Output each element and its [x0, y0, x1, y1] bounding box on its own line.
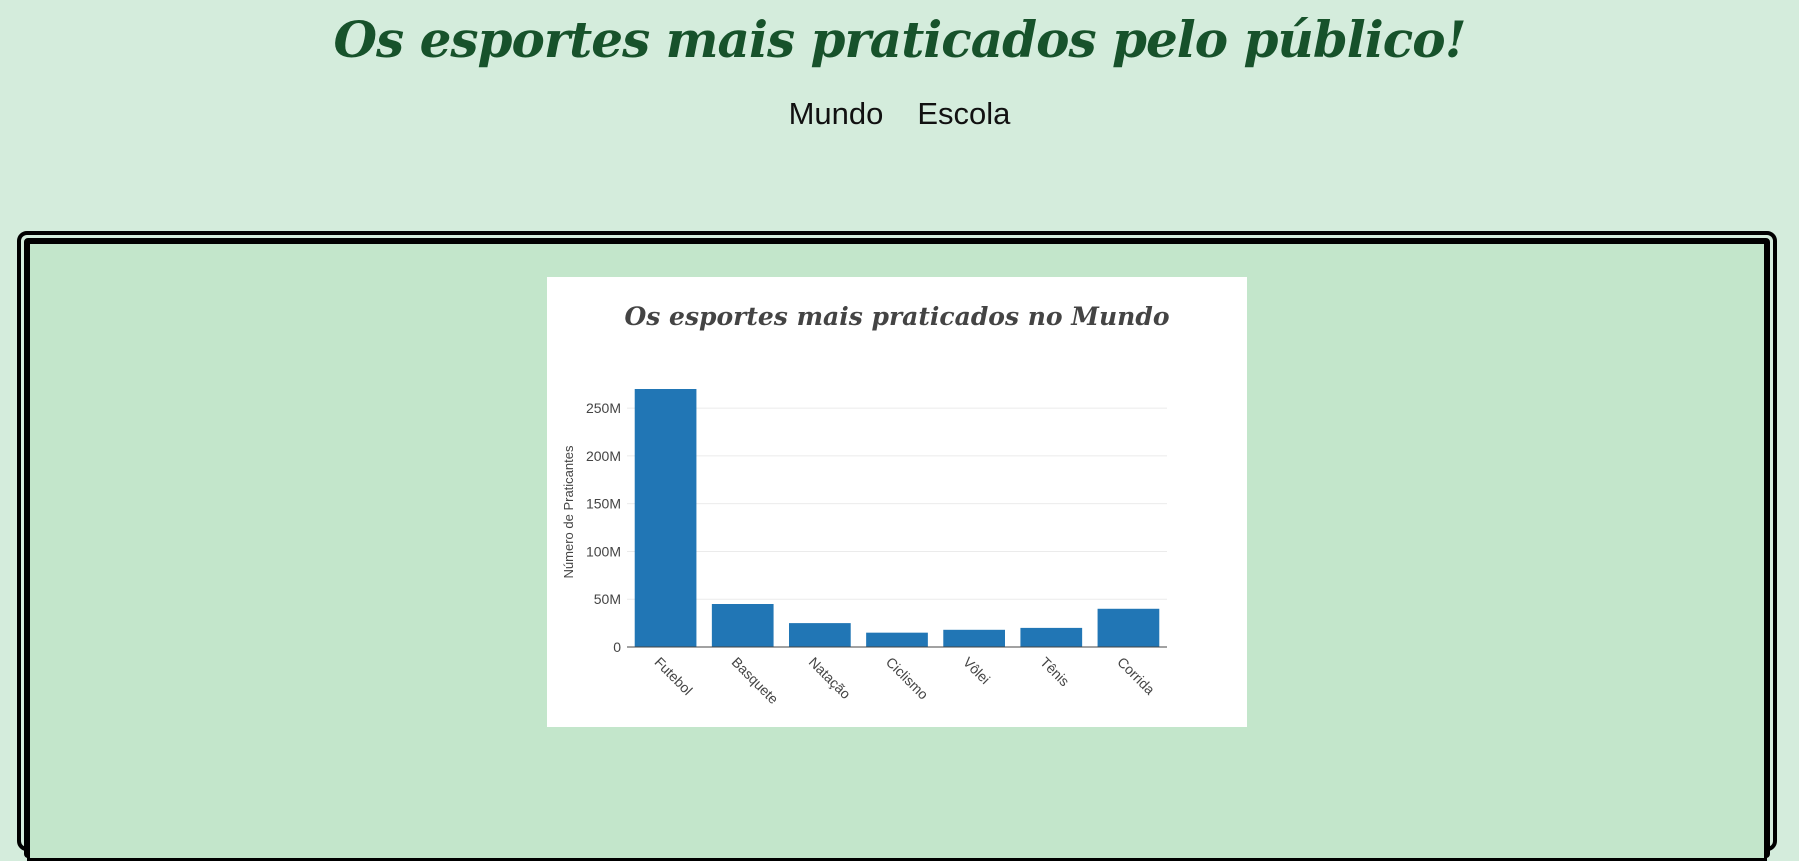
bar-futebol[interactable]: [634, 389, 697, 647]
page-title: Os esportes mais praticados pelo público…: [333, 10, 1466, 69]
nav-link-escola[interactable]: Escola: [917, 96, 1011, 131]
chart-card: Os esportes mais praticados no Mundo Núm…: [547, 277, 1247, 727]
y-tick-label: 250M: [586, 400, 621, 416]
x-tick-label: Tênis: [1037, 654, 1073, 690]
y-tick-label: 100M: [586, 543, 621, 559]
x-tick-label: Natação: [806, 654, 854, 702]
y-axis-label: Número de Praticantes: [561, 445, 576, 578]
y-tick-label: 50M: [594, 591, 621, 607]
x-tick-label: Futebol: [651, 654, 695, 698]
bar-chart: Os esportes mais praticados no Mundo Núm…: [561, 302, 1170, 707]
bar-tênis[interactable]: [1020, 627, 1083, 647]
bar-ciclismo[interactable]: [866, 632, 928, 647]
y-tick-label: 200M: [586, 448, 621, 464]
y-axis-ticks: 0 50M 100M 150M 200M 250M: [586, 400, 621, 655]
bars: [634, 389, 1160, 647]
bar-natação[interactable]: [789, 623, 851, 647]
x-axis-ticks: Futebol Basquete Natação Ciclismo Vôlei Tênis…: [651, 654, 1158, 707]
nav-link-mundo[interactable]: Mundo: [788, 96, 884, 131]
nav-bar: Mundo Escola: [0, 96, 1799, 132]
chart-title: Os esportes mais praticados no Mundo: [624, 302, 1169, 331]
y-tick-label: 0: [613, 639, 621, 655]
x-tick-label: Vôlei: [960, 654, 993, 687]
gridlines: [627, 407, 1167, 600]
bar-vôlei[interactable]: [943, 629, 1005, 647]
x-tick-label: Ciclismo: [883, 654, 932, 703]
bar-basquete[interactable]: [711, 604, 774, 647]
x-tick-label: Corrida: [1114, 654, 1158, 698]
x-tick-label: Basquete: [729, 654, 782, 707]
y-tick-label: 150M: [586, 496, 621, 512]
bar-corrida[interactable]: [1097, 608, 1160, 647]
